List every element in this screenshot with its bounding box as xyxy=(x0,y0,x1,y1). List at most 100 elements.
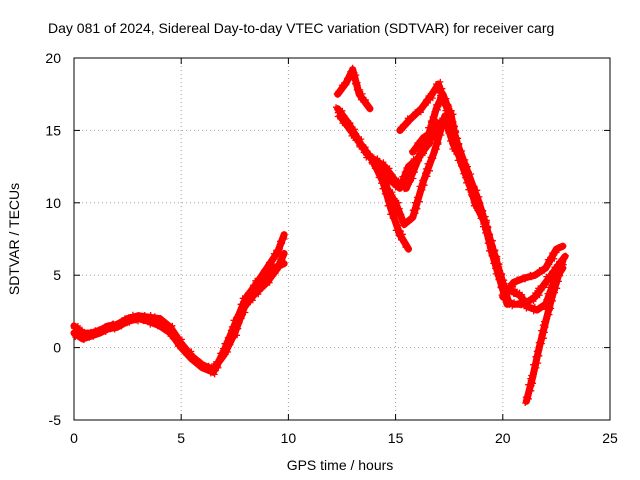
data-point xyxy=(531,293,539,301)
data-point xyxy=(70,322,78,330)
plus-marker xyxy=(484,232,491,239)
y-tick-label: 15 xyxy=(45,122,61,138)
plus-marker xyxy=(453,129,459,136)
plus-marker xyxy=(417,188,424,195)
plus-marker xyxy=(438,132,445,138)
plus-marker xyxy=(410,175,417,182)
data-point xyxy=(407,115,415,123)
data-point xyxy=(188,355,196,363)
plus-marker xyxy=(352,80,358,87)
data-point xyxy=(70,329,78,337)
data-point xyxy=(392,177,400,185)
plot-frame xyxy=(73,57,611,421)
plus-marker xyxy=(274,264,281,271)
plus-marker xyxy=(397,126,404,133)
plus-marker xyxy=(471,187,477,194)
y-tick-label: -5 xyxy=(49,412,62,428)
plus-marker xyxy=(421,182,428,189)
plus-marker xyxy=(556,278,562,285)
plus-marker xyxy=(416,183,423,190)
plus-marker xyxy=(530,361,537,368)
data-series xyxy=(70,64,569,406)
plus-marker xyxy=(429,114,436,120)
plus-marker xyxy=(400,173,407,180)
data-point xyxy=(342,79,350,87)
data-point xyxy=(134,315,142,323)
plus-marker xyxy=(213,360,219,367)
plus-marker xyxy=(172,337,179,344)
plus-marker xyxy=(443,121,449,128)
plus-marker xyxy=(554,285,561,292)
plus-marker xyxy=(474,207,481,214)
plus-marker xyxy=(463,174,470,181)
plus-marker xyxy=(515,276,522,283)
data-point xyxy=(441,115,449,123)
plus-marker xyxy=(375,171,382,178)
plus-marker xyxy=(449,133,456,140)
grid xyxy=(74,58,610,420)
plus-marker xyxy=(350,74,357,81)
y-tick-label: 0 xyxy=(53,340,61,356)
data-point xyxy=(542,278,550,286)
plus-marker xyxy=(162,326,169,333)
data-point xyxy=(259,274,267,282)
plus-marker xyxy=(527,377,534,384)
data-point xyxy=(156,315,164,323)
plus-marker xyxy=(403,241,409,247)
data-point xyxy=(280,231,288,239)
plus-marker xyxy=(445,122,452,129)
data-point xyxy=(552,245,560,253)
plus-marker xyxy=(497,270,504,277)
data-point xyxy=(87,332,95,340)
data-point xyxy=(79,335,87,343)
plus-marker xyxy=(348,70,355,77)
plus-marker xyxy=(527,273,534,280)
plus-marker xyxy=(395,211,402,218)
data-point xyxy=(548,293,556,301)
plus-marker xyxy=(224,341,231,348)
data-point xyxy=(370,155,378,163)
plus-marker xyxy=(467,180,474,187)
x-axis-label: GPS time / hours xyxy=(287,457,394,473)
series-band xyxy=(70,231,288,376)
plus-marker xyxy=(424,173,431,180)
data-point xyxy=(432,105,440,113)
plus-marker xyxy=(546,275,553,282)
data-point xyxy=(400,221,408,228)
plus-marker xyxy=(538,327,545,334)
plus-marker xyxy=(427,154,434,161)
data-point xyxy=(392,199,400,207)
plus-marker xyxy=(489,249,496,256)
data-point xyxy=(520,274,528,282)
plus-marker xyxy=(532,353,539,360)
plus-marker xyxy=(544,312,551,319)
plus-marker xyxy=(498,282,505,289)
plus-marker xyxy=(384,202,391,209)
data-point xyxy=(383,184,391,192)
plus-marker xyxy=(560,261,567,268)
x-tick-label: 20 xyxy=(495,430,511,446)
plus-marker xyxy=(406,217,413,224)
plus-marker xyxy=(427,161,433,168)
plus-marker xyxy=(486,245,493,251)
data-point xyxy=(124,318,132,325)
plus-marker xyxy=(435,135,441,142)
plus-marker xyxy=(348,132,355,139)
data-point xyxy=(409,148,417,156)
plus-marker xyxy=(456,156,463,162)
data-point xyxy=(96,329,104,337)
plus-marker xyxy=(541,329,548,336)
plus-marker xyxy=(445,130,452,137)
plus-marker xyxy=(436,123,443,129)
data-point xyxy=(510,278,517,286)
plus-marker xyxy=(396,205,403,212)
plus-marker xyxy=(413,204,420,211)
plus-marker xyxy=(522,300,529,307)
plus-marker xyxy=(462,160,469,167)
series-arc-4 xyxy=(333,64,374,113)
plus-marker xyxy=(354,136,361,143)
data-point xyxy=(510,300,517,308)
plus-marker xyxy=(393,221,400,228)
data-point xyxy=(347,126,355,134)
